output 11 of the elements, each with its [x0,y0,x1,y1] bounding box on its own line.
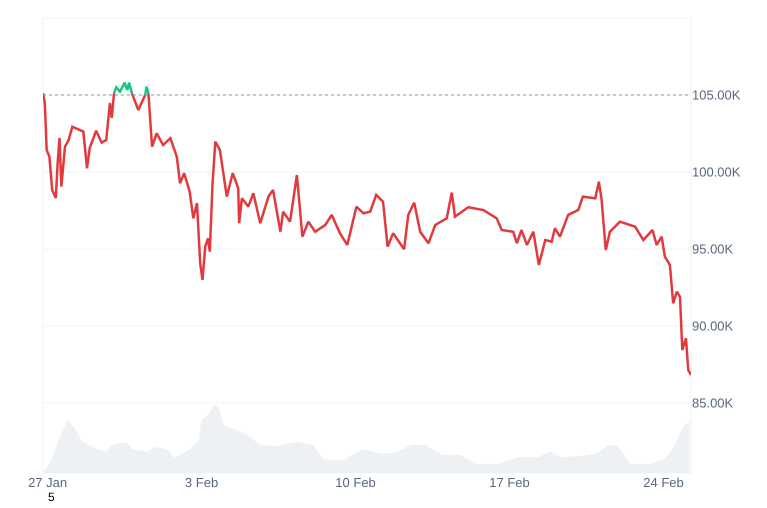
x-tick-label: 10 Feb [335,475,376,490]
x-tick-label: 27 Jan [28,475,68,490]
y-tick-label: 105.00K [692,88,741,103]
y-tick-label: 85.00K [692,395,734,410]
y-tick-label: 100.00K [692,164,741,180]
x-tick-label: 17 Feb [489,475,530,490]
y-tick-label: 95.00K [692,242,734,257]
text: 5 [48,490,55,504]
y-tick-label: 90.00K [692,318,734,334]
x-tick-label: 24 Feb [643,475,684,490]
x-tick-label: 3 Feb [184,475,218,490]
